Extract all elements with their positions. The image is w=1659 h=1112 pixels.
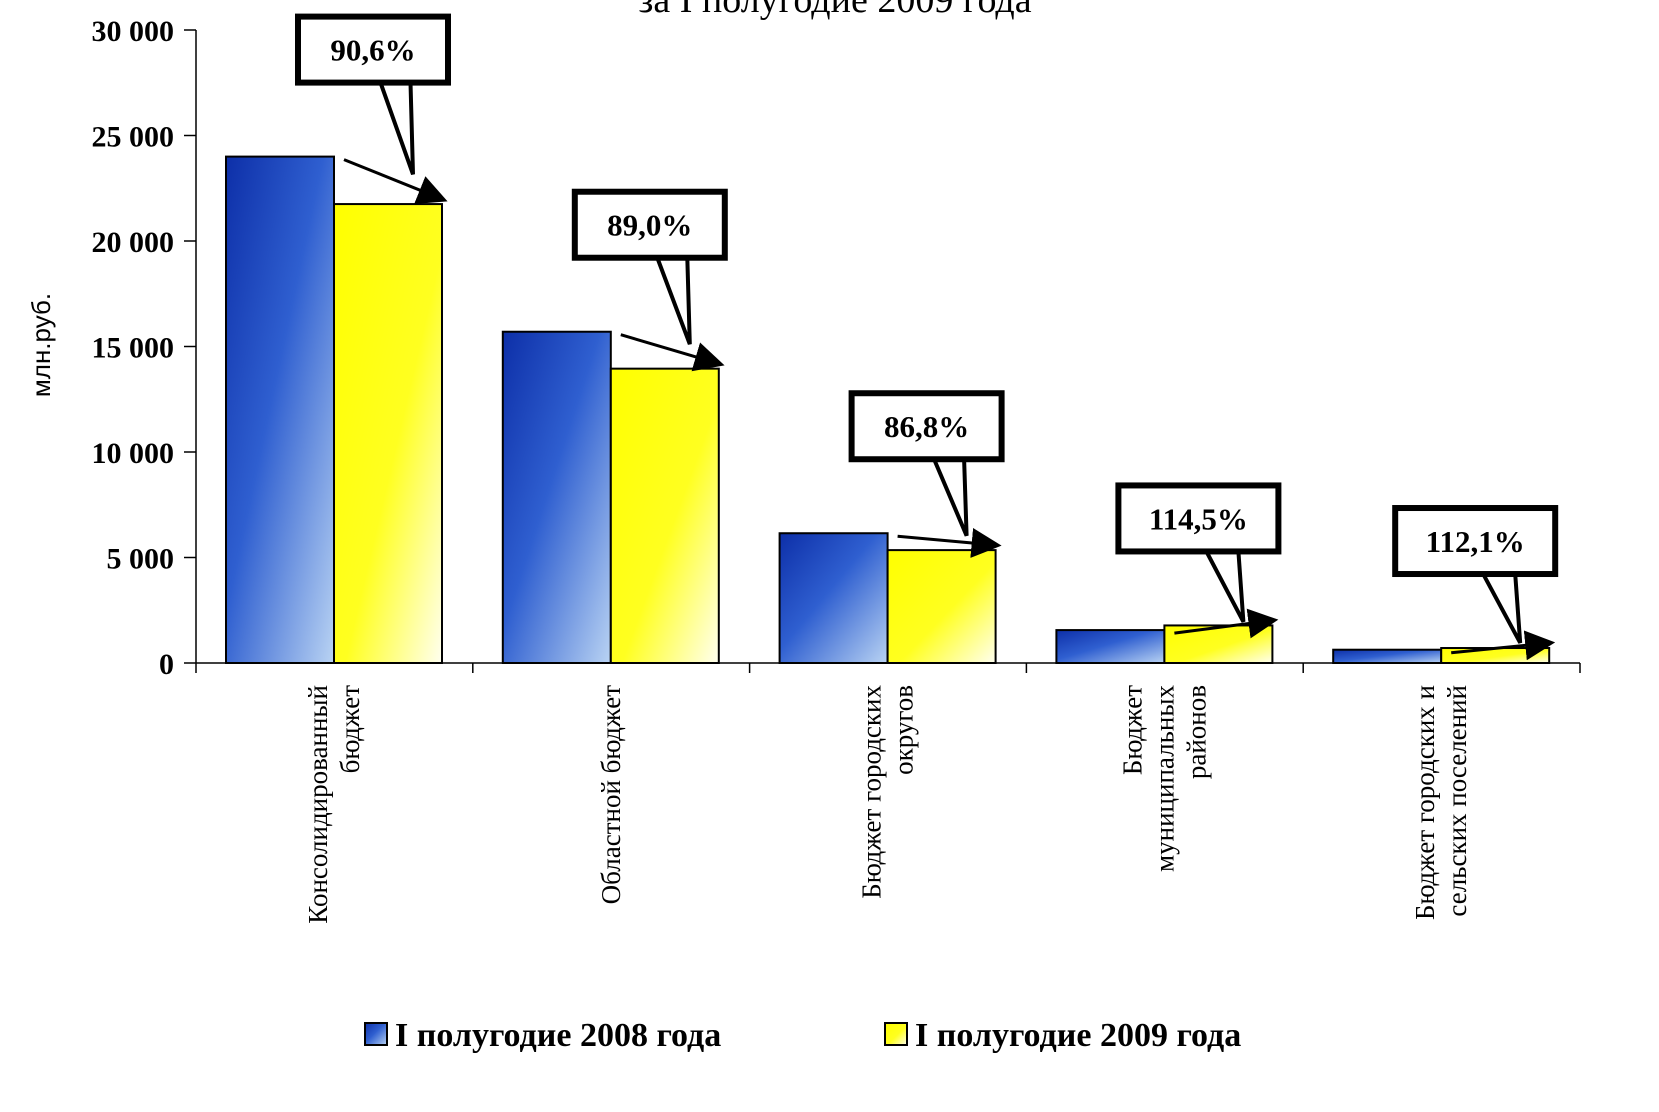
bar-h1-2008 [778,532,889,664]
callout-pointer [1203,549,1246,623]
legend-swatch [884,1022,908,1046]
y-tick-label: 15 000 [92,332,175,365]
percent-label: 114,5% [1149,501,1248,536]
bar-h1-2008 [225,155,335,664]
category-label: Областной бюджет [596,685,626,905]
bar-h1-2009 [609,367,720,664]
callout-box [1392,505,1559,578]
percent-label: 86,8% [884,409,969,444]
bar-h1-2008 [501,330,612,664]
category-label: Бюджет [1117,685,1147,775]
category-label: муниципальных [1149,685,1179,872]
change-arrow [1174,608,1279,639]
legend-label: I полугодие 2008 года [395,1017,721,1054]
callout-box [571,188,728,261]
x-axis: Консолидированный бюджет Областной бюджет Б… [195,662,1581,924]
bars [225,155,1551,665]
y-tick-label: 5 000 [107,543,175,576]
y-tick-label: 25 000 [92,121,175,154]
callout-box [295,13,451,86]
bar-h1-2009 [886,549,997,664]
callout-pointer [1479,572,1523,644]
change-arrow [1451,630,1556,661]
legend-swatch [364,1022,388,1046]
callout-box [848,390,1005,463]
category-label: Бюджет городских и [1410,685,1440,920]
bar-h1-2008 [1332,648,1443,664]
bar-h1-2008 [1055,629,1166,664]
y-tick-label: 30 000 [92,15,175,48]
y-tick-label: 0 [159,648,174,681]
percent-label: 90,6% [330,33,415,68]
category-label: Консолидированный [303,685,333,924]
category-label: бюджет [335,685,365,774]
percent-label: 112,1% [1426,524,1525,559]
y-tick-label: 20 000 [92,226,175,259]
chart-title: за I полугодие 2009 года [638,0,1031,21]
category-label: округов [889,685,919,775]
bar-h1-2009 [333,203,443,664]
percent-callouts: 90,6% 89,0% 86,8% 114,5% 112,1% [295,13,1559,661]
change-arrow [897,528,1002,558]
callout-pointer [654,255,692,345]
category-label: Бюджет городских [857,685,887,899]
category-label: районов [1181,685,1211,779]
callout-box [1115,482,1282,555]
change-arrow [343,158,448,205]
legend-label: I полугодие 2009 года [915,1017,1241,1054]
change-arrow [620,333,725,372]
bar-h1-2009 [1440,647,1551,664]
y-axis-label: млн.руб. [26,293,56,397]
callout-pointer [377,80,415,176]
legend: I полугодие 2008 года I полугодие 2009 го… [364,1017,1241,1054]
percent-label: 89,0% [607,208,692,243]
callout-pointer [931,457,969,537]
y-axis: 0 5 000 10 000 15 000 20 000 25 000 30 000 [92,15,197,681]
category-label: сельских поселений [1442,685,1472,917]
y-tick-label: 10 000 [92,437,175,470]
